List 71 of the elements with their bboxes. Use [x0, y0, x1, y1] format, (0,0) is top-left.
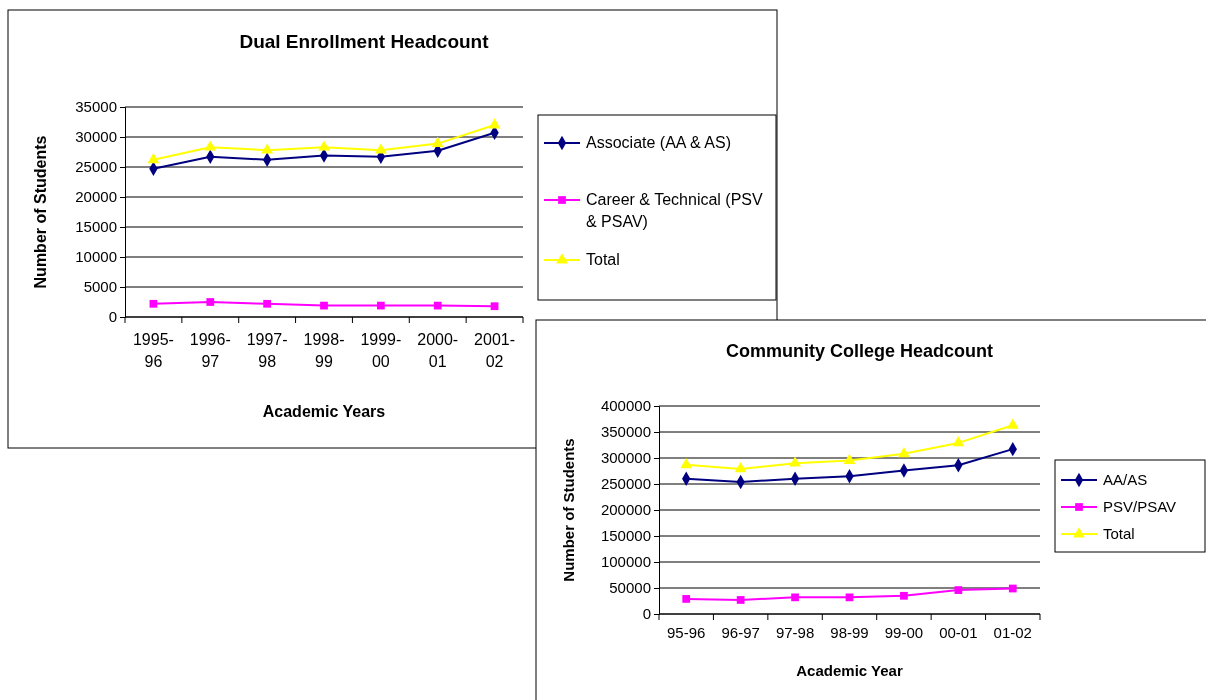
point [204, 140, 217, 151]
point [320, 301, 328, 310]
point [682, 595, 691, 603]
point [1008, 584, 1017, 593]
point [789, 456, 801, 467]
y-axis-title: Number of Students [560, 438, 577, 582]
y-tick-label: 25000 [75, 158, 117, 176]
x-tick-label: 98-99 [830, 624, 869, 641]
point [374, 143, 387, 154]
point [1006, 418, 1019, 429]
y-tick-label: 10000 [75, 248, 117, 266]
y-tick-label: 400000 [600, 397, 651, 415]
y-tick-label: 5000 [83, 278, 117, 296]
x-tick-label: 1998-99 [303, 331, 345, 370]
y-axis-title: Number of Students [32, 135, 49, 289]
point [900, 591, 908, 600]
point [843, 453, 856, 464]
y-tick-label: 100000 [600, 553, 651, 571]
y-tick-label: 350000 [600, 423, 651, 441]
legend-label: Career & Technical (PSV & PSAV) [586, 191, 763, 230]
legend-label: Associate (AA & AS) [586, 134, 731, 151]
y-tick-label: 150000 [600, 527, 651, 545]
x-tick-label: 1996-97 [189, 331, 231, 370]
x-tick-label: 1995-96 [132, 331, 174, 370]
chart-title: Dual Enrollment Headcount [239, 31, 490, 52]
point [261, 143, 274, 154]
y-tick-label: 200000 [600, 501, 651, 519]
y-tick-label: 0 [642, 605, 651, 623]
y-tick-label: 15000 [75, 218, 117, 236]
point [898, 447, 910, 458]
point [490, 302, 499, 311]
point [206, 298, 215, 306]
y-tick-label: 0 [108, 308, 117, 326]
legend-label: Total [1103, 525, 1135, 542]
x-tick-label: 1997-98 [246, 331, 288, 370]
point [263, 299, 272, 308]
point [734, 462, 747, 473]
point [376, 301, 385, 310]
x-tick-label: 01-02 [993, 624, 1032, 641]
x-tick-label: 1999-00 [360, 331, 402, 370]
y-tick-label: 30000 [75, 128, 117, 146]
x-axis-title: Academic Year [796, 662, 903, 679]
point [433, 301, 442, 310]
point [488, 118, 501, 129]
legend-label: AA/AS [1103, 471, 1148, 488]
point [952, 436, 965, 447]
point [431, 136, 444, 147]
point [680, 457, 693, 469]
y-tick-label: 250000 [600, 475, 651, 493]
x-tick-label: 2001-02 [474, 331, 516, 370]
x-tick-label: 96-97 [721, 624, 760, 641]
y-tick-label: 50000 [609, 579, 651, 597]
chart-title: Community College Headcount [725, 341, 994, 361]
x-axis-title: Academic Years [262, 403, 386, 420]
y-tick-label: 35000 [75, 98, 117, 116]
y-tick-label: 20000 [75, 188, 117, 206]
legend-label: PSV/PSAV [1103, 498, 1177, 515]
x-tick-label: 99-00 [884, 624, 924, 641]
y-tick-label: 300000 [600, 449, 651, 467]
x-tick-label: 00-01 [939, 624, 978, 641]
point [845, 593, 854, 602]
legend-label: Total [586, 251, 620, 268]
point [954, 586, 963, 594]
x-tick-label: 97-98 [775, 624, 815, 641]
x-tick-label: 95-96 [667, 624, 706, 641]
x-tick-label: 2000-01 [417, 331, 459, 370]
point [147, 153, 160, 164]
point [318, 140, 330, 151]
point [736, 596, 745, 604]
point [149, 299, 158, 308]
point [791, 593, 799, 602]
